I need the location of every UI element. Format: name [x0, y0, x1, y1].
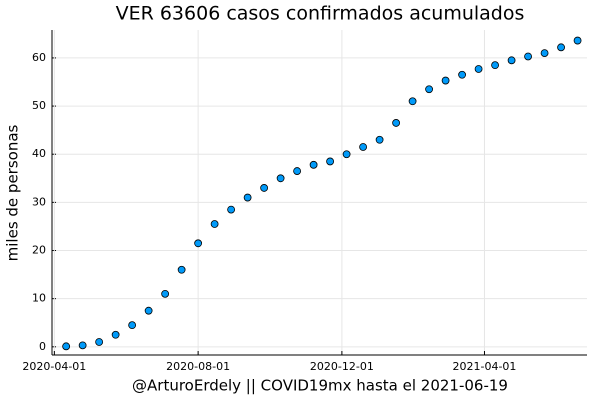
point [392, 119, 400, 127]
point [128, 321, 137, 330]
point [573, 36, 582, 45]
point [144, 306, 153, 315]
y-tick-label: 30 [32, 195, 46, 208]
point [227, 205, 236, 214]
x-tick-label: 2020-04-01 [22, 360, 86, 373]
point [524, 52, 532, 61]
point [326, 157, 335, 166]
x-tick-label: 2020-12-01 [310, 360, 374, 373]
y-tick-label: 20 [32, 244, 46, 257]
y-tick-label: 50 [32, 99, 46, 112]
x-axis-label: @ArturoErdely || COVID19mx hasta el 2021… [132, 377, 508, 395]
point [507, 56, 516, 65]
x-tick-label: 2020-08-01 [166, 360, 230, 373]
y-tick-label: 60 [32, 51, 46, 64]
point [474, 65, 483, 73]
point [111, 330, 120, 339]
point [425, 85, 433, 94]
point [359, 143, 368, 151]
point [210, 220, 219, 228]
point [441, 76, 450, 85]
point [95, 338, 104, 346]
point [260, 184, 269, 192]
point [276, 174, 285, 183]
point [194, 239, 203, 248]
y-tick-label: 10 [32, 292, 46, 305]
x-tick-label: 2021-04-01 [453, 360, 517, 373]
point [458, 70, 466, 79]
y-tick-label: 40 [32, 147, 46, 160]
y-tick-label: 0 [39, 340, 46, 353]
point [309, 160, 318, 169]
point [375, 135, 384, 144]
point [491, 61, 499, 70]
point [177, 265, 186, 274]
point [293, 167, 302, 175]
y-axis-label: miles de personas [4, 124, 22, 261]
point [540, 49, 549, 58]
point [78, 341, 87, 350]
point [342, 150, 351, 159]
point [161, 289, 170, 298]
chart-title: VER 63606 casos confirmados acumulados [116, 3, 525, 25]
point [62, 342, 71, 351]
point [408, 97, 417, 106]
point [243, 193, 252, 202]
point [557, 43, 565, 52]
